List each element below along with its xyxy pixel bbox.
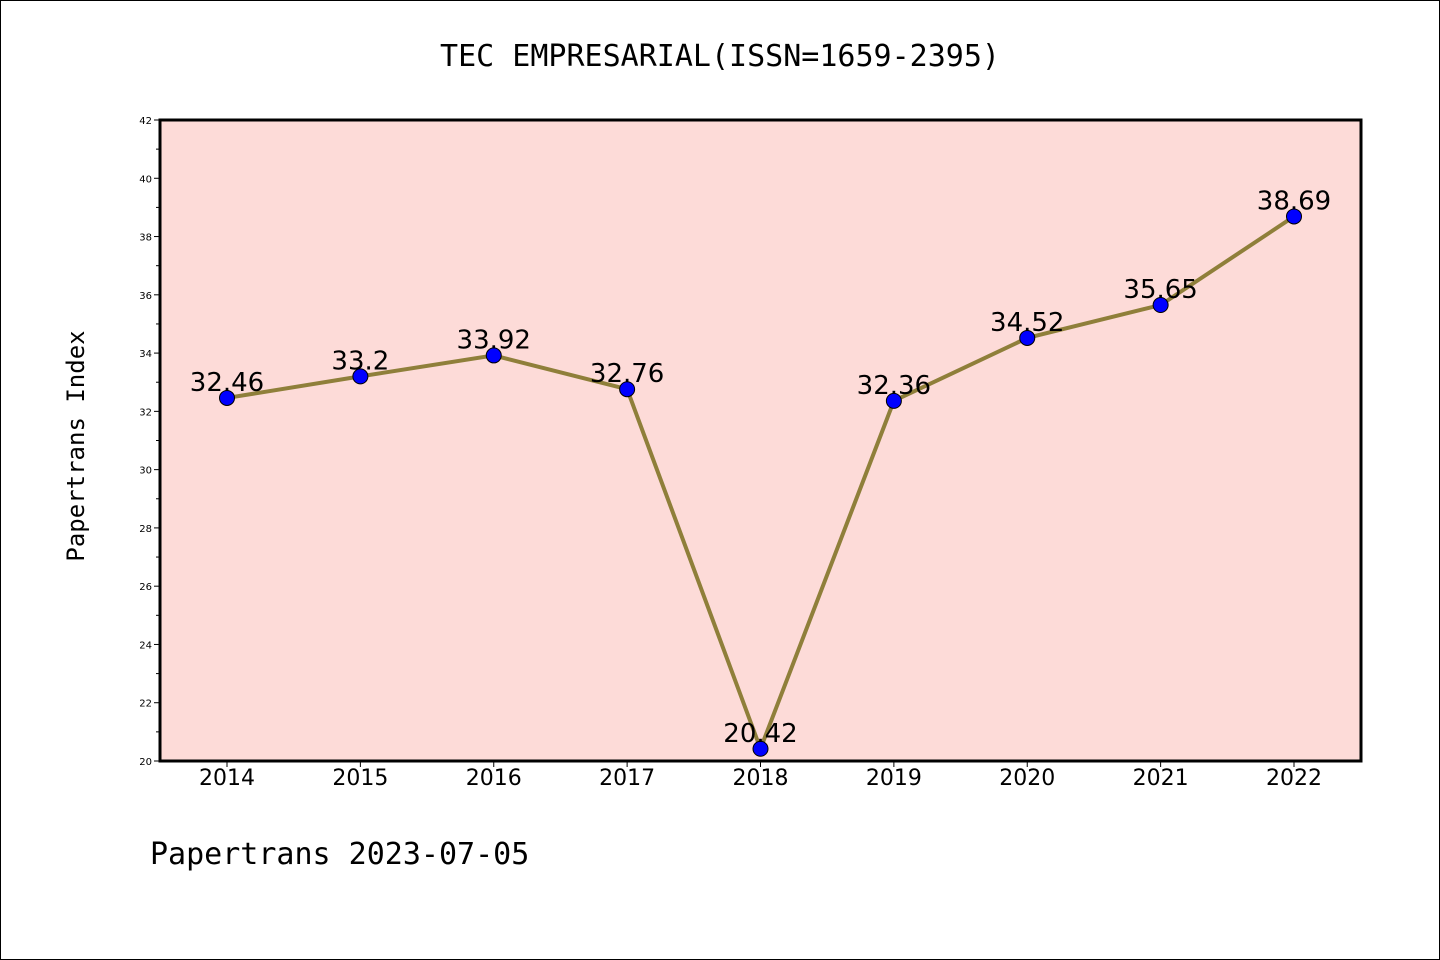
- y-axis-label: Papertrans Index: [62, 330, 90, 561]
- y-tick-label: 32: [139, 407, 152, 418]
- y-tick-label: 36: [139, 291, 152, 302]
- data-label: 38.69: [1257, 186, 1331, 216]
- x-tick-label: 2019: [866, 766, 922, 791]
- y-tick-label: 26: [139, 582, 152, 593]
- data-label: 32.46: [190, 368, 264, 398]
- data-label: 35.65: [1123, 275, 1197, 305]
- data-label: 32.76: [590, 359, 664, 389]
- y-axis: 20 22 24 26 28 30 32 34 36 38 40 42: [139, 116, 160, 768]
- x-tick-label: 2015: [332, 766, 388, 791]
- footer-text: Papertrans 2023-07-05: [150, 837, 529, 872]
- x-tick-label: 2022: [1266, 766, 1322, 791]
- x-tick-label: 2020: [999, 766, 1055, 791]
- data-point: [752, 740, 769, 757]
- chart-title: TEC EMPRESARIAL(ISSN=1659-2395): [440, 39, 1000, 74]
- x-tick-label: 2016: [466, 766, 522, 791]
- y-tick-label: 38: [139, 233, 152, 244]
- data-point: [619, 381, 636, 398]
- data-point: [1019, 329, 1036, 346]
- data-label: 33.2: [331, 346, 389, 376]
- data-point: [485, 347, 502, 364]
- x-axis: 2014 2015 2016 2017 2018 2019 2020 2021 2022: [199, 761, 1322, 791]
- data-point: [1152, 297, 1169, 314]
- data-label: 32.36: [857, 371, 931, 401]
- x-tick-label: 2021: [1133, 766, 1189, 791]
- data-point: [885, 392, 902, 409]
- data-labels: 32.46 33.2 33.92 32.76 20.42 32.36 34.52 35.65 3…: [190, 186, 1331, 748]
- data-point: [352, 368, 369, 385]
- plot-area: [158, 118, 1363, 763]
- x-tick-label: 2017: [599, 766, 655, 791]
- y-tick-label: 22: [139, 699, 152, 710]
- y-tick-label: 40: [139, 174, 152, 185]
- y-tick-label: 34: [139, 349, 152, 360]
- data-label: 33.92: [457, 325, 531, 355]
- x-tick-label: 2014: [199, 766, 255, 791]
- y-tick-label: 30: [139, 466, 152, 477]
- y-tick-label: 20: [139, 757, 152, 768]
- y-tick-label: 28: [139, 524, 152, 535]
- data-point: [1286, 208, 1302, 225]
- data-label: 20.42: [723, 719, 797, 749]
- x-tick-label: 2018: [733, 766, 789, 791]
- y-tick-label: 42: [139, 116, 152, 127]
- y-tick-label: 24: [139, 640, 152, 651]
- data-label: 34.52: [990, 308, 1064, 338]
- data-markers: [219, 208, 1302, 757]
- data-point: [219, 389, 235, 406]
